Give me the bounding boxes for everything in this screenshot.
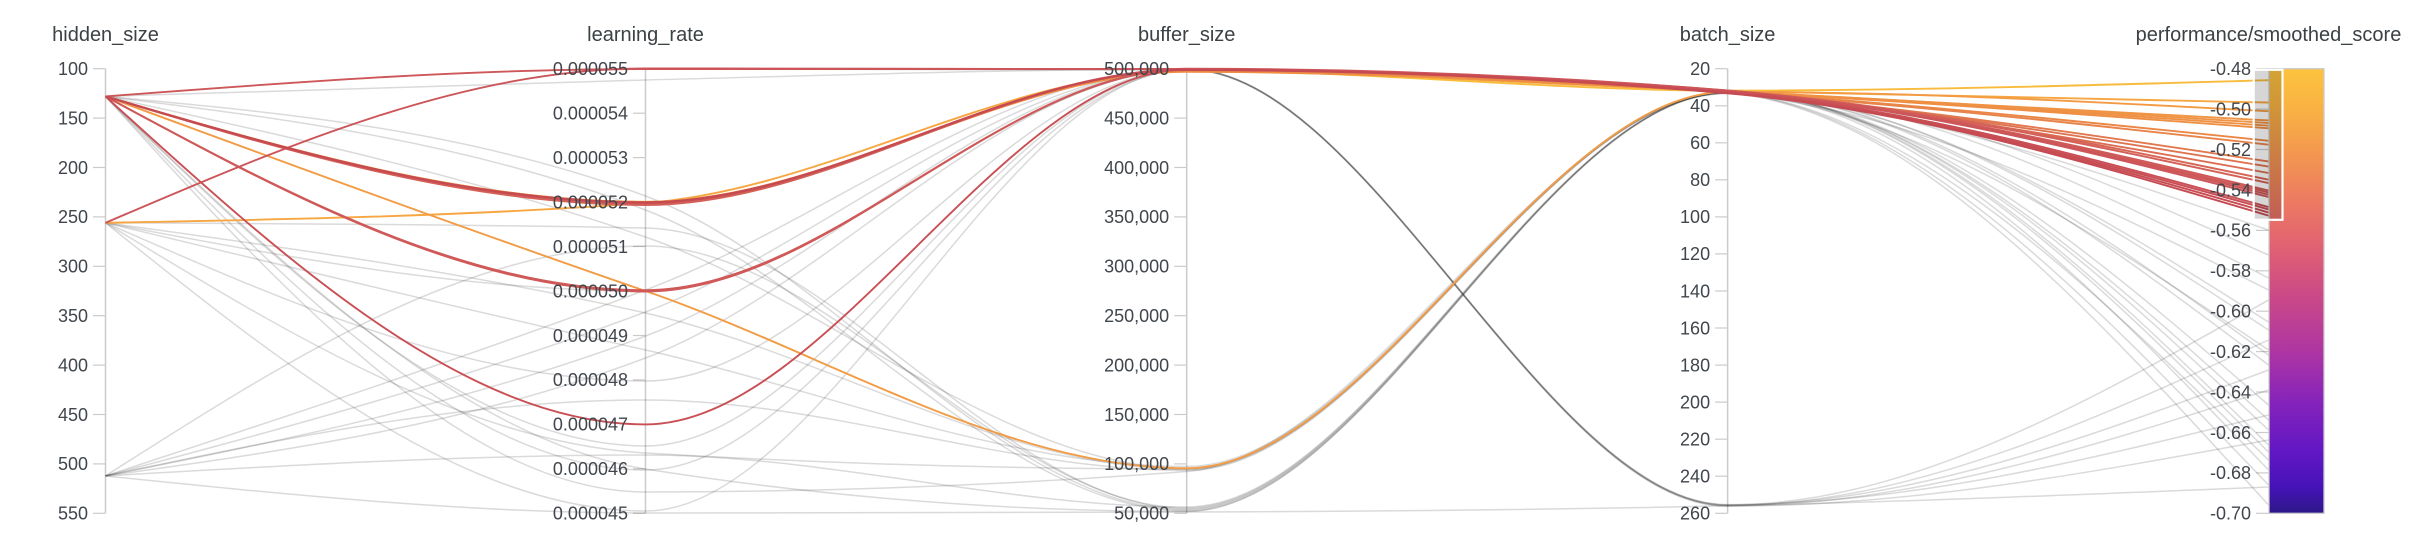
svg-text:180: 180 [1680, 355, 1710, 375]
svg-text:0.000049: 0.000049 [553, 326, 628, 346]
svg-text:500,000: 500,000 [1104, 59, 1169, 79]
svg-text:250,000: 250,000 [1104, 306, 1169, 326]
svg-text:0.000050: 0.000050 [553, 281, 628, 301]
svg-text:150: 150 [58, 108, 88, 128]
svg-text:0.000054: 0.000054 [553, 104, 628, 124]
svg-text:200,000: 200,000 [1104, 355, 1169, 375]
svg-text:450,000: 450,000 [1104, 108, 1169, 128]
svg-text:300,000: 300,000 [1104, 257, 1169, 277]
svg-text:250: 250 [58, 207, 88, 227]
svg-text:-0.70: -0.70 [2210, 504, 2251, 524]
svg-text:0.000045: 0.000045 [553, 504, 628, 524]
svg-text:350,000: 350,000 [1104, 207, 1169, 227]
svg-text:100,000: 100,000 [1104, 454, 1169, 474]
svg-text:0.000055: 0.000055 [553, 59, 628, 79]
svg-text:240: 240 [1680, 467, 1710, 487]
svg-text:150,000: 150,000 [1104, 405, 1169, 425]
svg-text:0.000051: 0.000051 [553, 237, 628, 257]
svg-text:-0.60: -0.60 [2210, 302, 2251, 322]
svg-text:200: 200 [1680, 392, 1710, 412]
svg-text:100: 100 [58, 59, 88, 79]
svg-text:buffer_size: buffer_size [1138, 24, 1235, 46]
svg-text:learning_rate: learning_rate [587, 24, 704, 46]
svg-text:0.000048: 0.000048 [553, 370, 628, 390]
svg-text:120: 120 [1680, 244, 1710, 264]
svg-text:160: 160 [1680, 318, 1710, 338]
svg-text:-0.66: -0.66 [2210, 423, 2251, 443]
svg-text:50,000: 50,000 [1114, 504, 1169, 524]
svg-text:hidden_size: hidden_size [52, 24, 159, 46]
svg-text:100: 100 [1680, 207, 1710, 227]
svg-text:140: 140 [1680, 281, 1710, 301]
svg-text:-0.64: -0.64 [2210, 382, 2251, 402]
svg-text:40: 40 [1690, 96, 1710, 116]
svg-text:-0.52: -0.52 [2210, 140, 2251, 160]
svg-text:-0.62: -0.62 [2210, 342, 2251, 362]
svg-text:0.000046: 0.000046 [553, 459, 628, 479]
svg-text:0.000053: 0.000053 [553, 148, 628, 168]
svg-text:20: 20 [1690, 59, 1710, 79]
svg-text:-0.50: -0.50 [2210, 99, 2251, 119]
svg-text:-0.58: -0.58 [2210, 261, 2251, 281]
svg-text:-0.48: -0.48 [2210, 59, 2251, 79]
svg-text:450: 450 [58, 405, 88, 425]
svg-text:550: 550 [58, 504, 88, 524]
svg-text:0.000047: 0.000047 [553, 415, 628, 435]
svg-text:60: 60 [1690, 133, 1710, 153]
svg-text:200: 200 [58, 158, 88, 178]
svg-text:batch_size: batch_size [1680, 24, 1776, 46]
svg-text:220: 220 [1680, 430, 1710, 450]
svg-text:-0.56: -0.56 [2210, 221, 2251, 241]
svg-text:400,000: 400,000 [1104, 158, 1169, 178]
svg-text:-0.68: -0.68 [2210, 463, 2251, 483]
svg-text:350: 350 [58, 306, 88, 326]
svg-text:260: 260 [1680, 504, 1710, 524]
svg-text:-0.54: -0.54 [2210, 180, 2251, 200]
svg-text:500: 500 [58, 454, 88, 474]
svg-text:0.000052: 0.000052 [553, 192, 628, 212]
svg-text:performance/smoothed_score: performance/smoothed_score [2136, 24, 2402, 46]
svg-text:300: 300 [58, 257, 88, 277]
svg-text:80: 80 [1690, 170, 1710, 190]
svg-text:400: 400 [58, 355, 88, 375]
